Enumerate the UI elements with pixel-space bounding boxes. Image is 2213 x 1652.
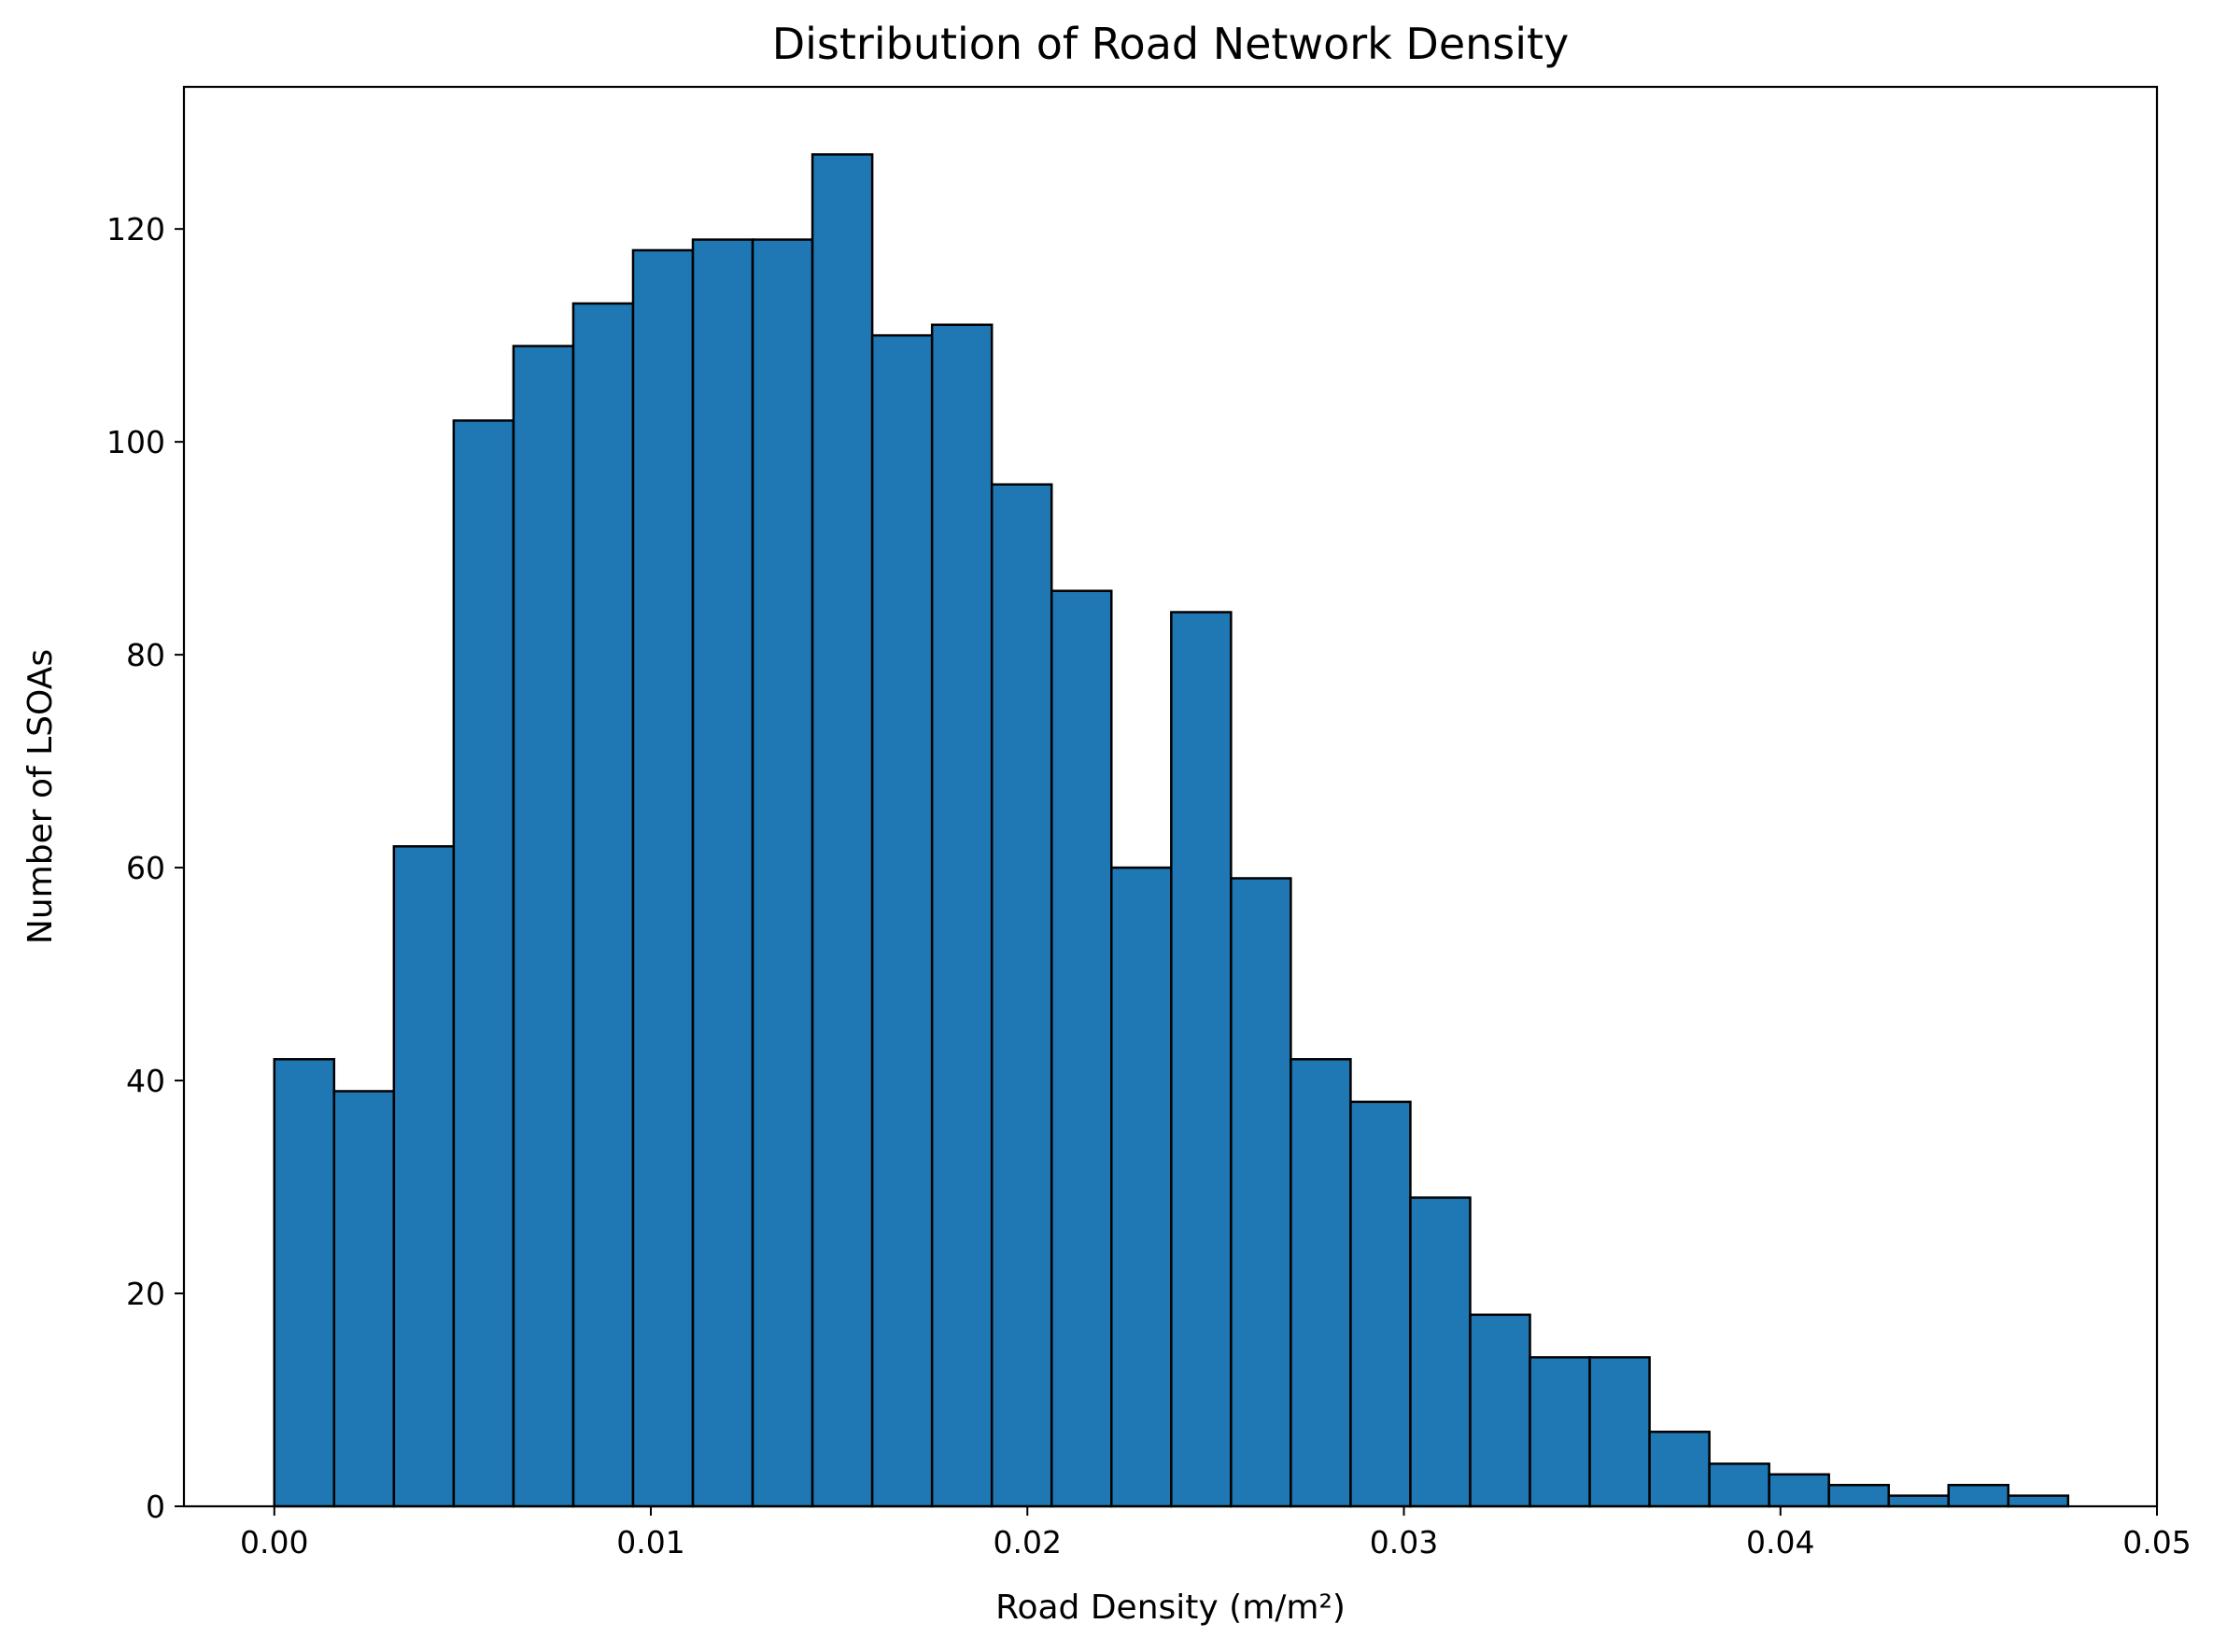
chart-title: Distribution of Road Network Density	[772, 19, 1570, 69]
histogram-bar	[452, 419, 515, 1508]
x-tick-label: 0.00	[240, 1524, 308, 1560]
histogram-bar	[1170, 611, 1233, 1508]
histogram-bar	[1827, 1483, 1890, 1508]
x-tick-label: 0.01	[616, 1524, 684, 1560]
y-tick-label: 120	[106, 211, 165, 247]
histogram-bar	[1648, 1430, 1711, 1508]
histogram-bar	[1768, 1473, 1830, 1508]
histogram-bar	[571, 302, 635, 1508]
x-tick-label: 0.05	[2122, 1524, 2191, 1560]
y-axis-label: Number of LSOAs	[21, 649, 60, 944]
histogram-bar	[1529, 1356, 1591, 1508]
histogram-bar	[1887, 1494, 1951, 1508]
histogram-bar	[930, 323, 994, 1508]
x-tick-label: 0.02	[994, 1524, 1062, 1560]
x-axis-label: Road Density (m/m²)	[995, 1588, 1346, 1627]
x-tick-label: 0.04	[1746, 1524, 1814, 1560]
bars-group	[273, 153, 2070, 1508]
histogram-bar	[870, 333, 934, 1508]
histogram-bar	[1469, 1313, 1531, 1508]
plot-frame	[182, 85, 2159, 1508]
y-tick-label: 80	[126, 637, 165, 673]
histogram-bar	[1947, 1483, 2010, 1508]
histogram-bar	[1409, 1196, 1472, 1508]
histogram-bar	[1588, 1356, 1651, 1508]
histogram-bar	[1349, 1100, 1412, 1508]
histogram-bar	[273, 1058, 336, 1508]
histogram-bar	[2007, 1494, 2070, 1508]
histogram-bar	[631, 248, 695, 1508]
histogram-bar	[810, 153, 874, 1508]
y-tick-label: 0	[146, 1489, 165, 1525]
histogram-bar	[1290, 1058, 1352, 1508]
histogram-bar	[691, 238, 754, 1508]
y-tick-label: 100	[106, 424, 165, 460]
histogram-bar	[392, 845, 456, 1508]
y-tick-label: 40	[126, 1063, 165, 1099]
y-tick-label: 60	[126, 850, 165, 886]
histogram-bar	[1230, 877, 1292, 1508]
histogram-bar	[1050, 589, 1113, 1508]
histogram-bar	[990, 483, 1053, 1508]
y-tick-label: 20	[126, 1276, 165, 1312]
histogram-bar	[512, 345, 575, 1508]
histogram-bar	[1708, 1462, 1770, 1508]
ticks-group: 0.00 0.01 0.02 0.03 0.04 0.05 0 20 40 60 80 100 120	[106, 211, 2192, 1560]
histogram-bar	[1110, 866, 1173, 1508]
x-tick-label: 0.03	[1370, 1524, 1438, 1560]
histogram-bar	[332, 1090, 396, 1508]
histogram-bar	[751, 238, 814, 1508]
